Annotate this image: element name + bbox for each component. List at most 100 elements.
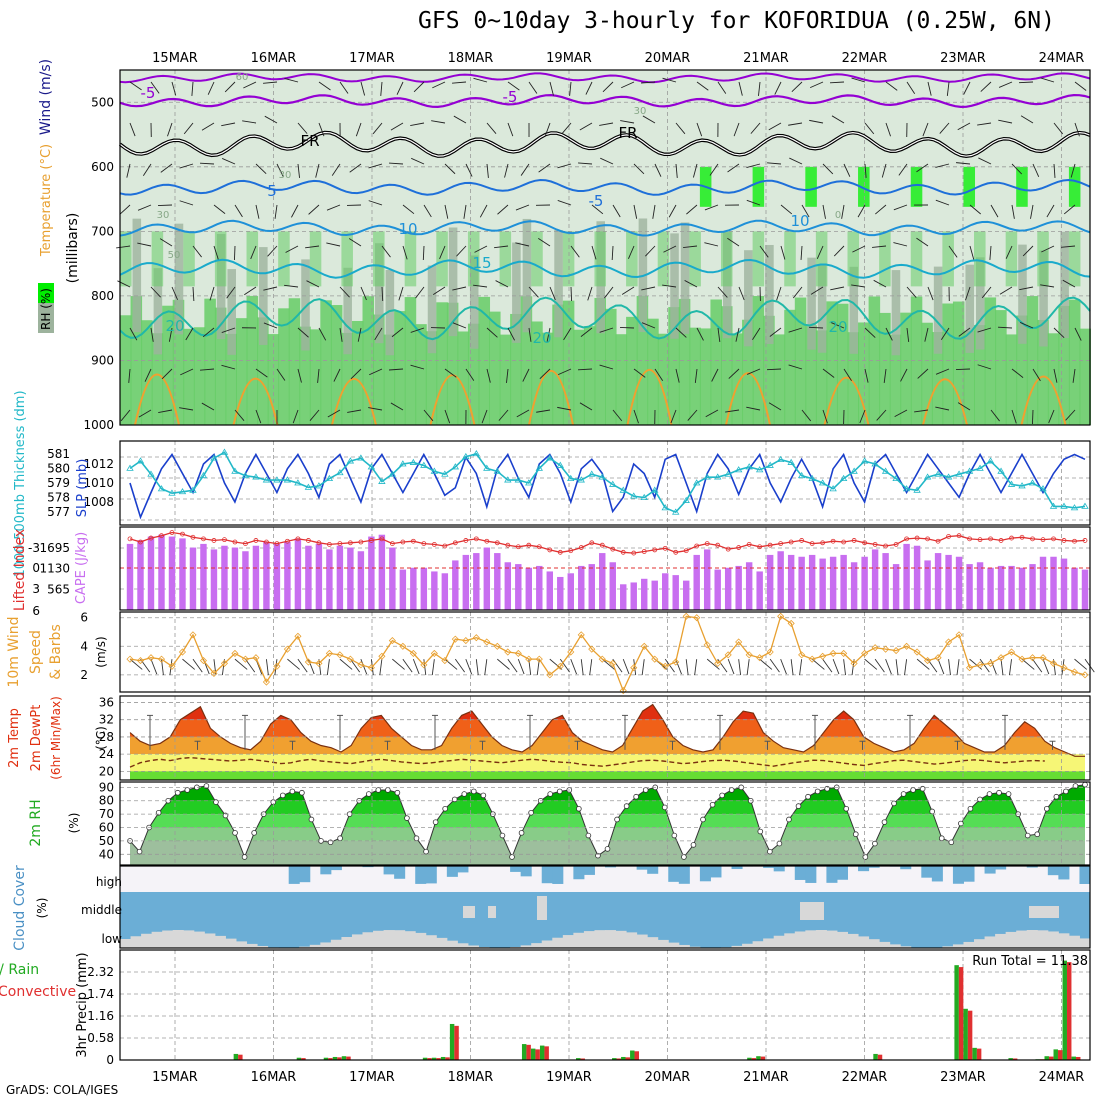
rh-marker (308, 816, 315, 823)
wind-barb (791, 81, 803, 92)
wind-barb-10m (129, 658, 143, 670)
wind-barb (183, 122, 194, 135)
wind-speed-marker (976, 661, 984, 669)
wind-barb (453, 115, 467, 124)
slp-line (129, 452, 1086, 520)
wind-barb-10m (392, 658, 405, 670)
wind-tick: 2 (80, 668, 88, 682)
contour-label: 20 (165, 317, 184, 335)
rh-marker (499, 832, 506, 839)
wind-speed-marker (231, 649, 239, 657)
wind-barb (538, 163, 551, 173)
precip-rain-bar (1062, 960, 1067, 1060)
wind-barb (202, 327, 215, 338)
cape-bar (368, 536, 375, 610)
wind-barb (1041, 245, 1055, 253)
wind-barb (717, 327, 721, 342)
cape-bar (829, 556, 837, 610)
lifted-index-marker (243, 541, 248, 546)
wind-barb (326, 204, 341, 211)
wind-barb (291, 204, 299, 218)
wind-barb (263, 286, 278, 291)
wind-barb (224, 81, 236, 93)
temp-tick: 36 (99, 695, 114, 709)
wind-barb (119, 204, 131, 215)
cloud-low-bar (858, 936, 870, 948)
rh-cell (807, 257, 816, 350)
cape-bar (546, 571, 553, 610)
wind-barb (738, 81, 743, 96)
wind-barb (465, 368, 475, 381)
wind-barb (331, 163, 341, 176)
wind-barb (728, 368, 740, 379)
wind-barb (150, 286, 161, 298)
wind-speed-marker (777, 612, 785, 620)
rh-marker (1063, 788, 1069, 795)
wind-tick: 6 (80, 611, 88, 625)
rh-cell (965, 264, 975, 353)
wind-barb (520, 163, 530, 176)
wind-barb (851, 77, 866, 83)
precip-conv-bar (751, 1058, 757, 1060)
wind-barb (292, 409, 299, 424)
thickness-marker (986, 457, 995, 464)
lifted-index-marker (285, 538, 290, 544)
rh-cell (1079, 328, 1091, 425)
wind-barb (423, 409, 434, 422)
cloud-high-bar (636, 866, 648, 870)
cloud-low-bar (120, 939, 132, 948)
wind-barb-10m (192, 658, 203, 673)
cloud-level-label: low (102, 932, 123, 946)
wind-speed-marker (504, 648, 512, 656)
cloud-high-bar (763, 866, 775, 868)
cloud-low-bar (373, 930, 385, 948)
lifted-index-marker (1030, 536, 1035, 542)
lifted-index-marker (872, 541, 878, 547)
lifted-index-marker (452, 540, 458, 546)
rh-cell (657, 333, 670, 425)
wind-barb (893, 204, 908, 211)
wind-speed-marker (304, 658, 312, 666)
precip-tick: 0 (106, 1053, 114, 1067)
wind-barb (1040, 284, 1055, 288)
wind-barb (179, 407, 194, 411)
wind-barb-10m (904, 659, 908, 676)
rh-cell (891, 270, 901, 356)
precip-conv-bar (238, 1054, 243, 1060)
wind-barb-10m (664, 658, 675, 673)
wind-barb (391, 327, 404, 338)
rh-cell (879, 231, 891, 287)
cloud-high-bar (383, 866, 395, 875)
wind-barb-10m (497, 658, 510, 670)
wind-barb (234, 204, 243, 218)
cape-bar (1060, 558, 1068, 610)
wind-barb (1032, 368, 1041, 382)
wind-barb (158, 409, 173, 413)
rh-marker (442, 805, 448, 812)
thickness-marker (273, 476, 281, 483)
cloud-middle-bar (463, 906, 475, 918)
wind-barb (746, 199, 761, 206)
thickness-marker (1007, 480, 1016, 487)
wind-barb (389, 162, 404, 165)
panel-frame (119, 611, 1091, 693)
cloud-low-bar (214, 935, 226, 948)
freezing-level-contour (119, 131, 1091, 157)
wind-barb (474, 245, 488, 253)
rh-marker (289, 788, 296, 795)
rh-cell (512, 242, 521, 343)
cape-bar (305, 545, 312, 610)
temp-contour-warm (429, 374, 476, 426)
wind-barb (179, 200, 194, 206)
rh-cell (744, 250, 753, 347)
precip-conv-bar (1012, 1058, 1018, 1060)
wind-speed-marker (262, 678, 270, 686)
thickness-marker (556, 461, 564, 468)
wind-speed-marker (1070, 668, 1079, 676)
rh-marker (910, 787, 916, 793)
wind-barb (876, 409, 887, 421)
precip-rain-bar (972, 1047, 977, 1060)
lifted-index-marker (326, 541, 332, 547)
rh-cell (309, 329, 322, 425)
wind-barb-10m (727, 658, 735, 675)
